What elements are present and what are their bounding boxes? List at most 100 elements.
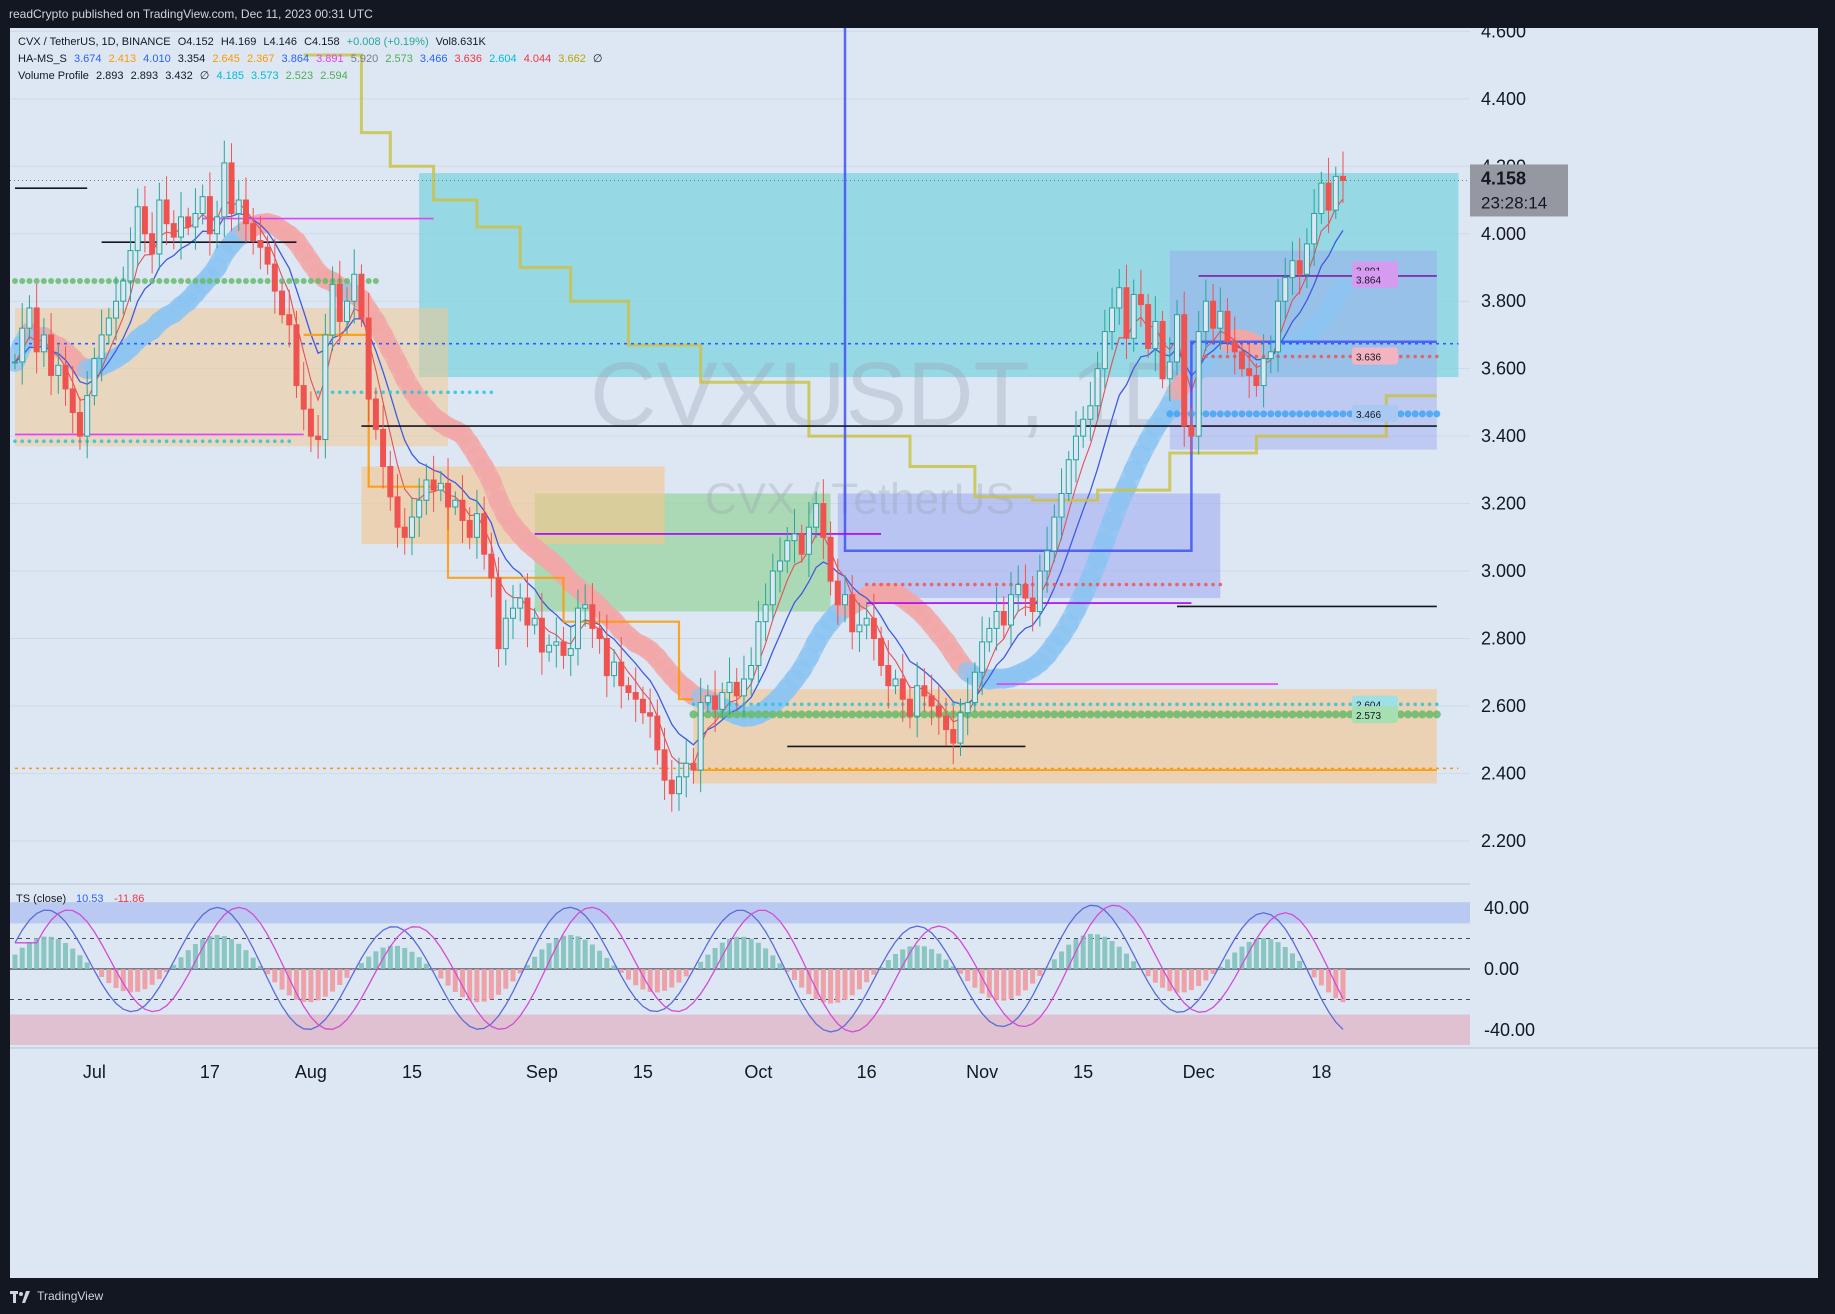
red-cross-marker: [1341, 354, 1345, 359]
green-dot-marker: [862, 710, 871, 719]
ts-histogram-bar: [351, 969, 357, 971]
ts-histogram-bar: [589, 944, 595, 969]
green-dot-marker: [279, 277, 286, 284]
legend-symbol[interactable]: CVX / TetherUS, 1D, BINANCE: [18, 36, 171, 48]
candle-body: [632, 691, 639, 700]
red-cross-marker: [1427, 354, 1432, 359]
candle-body: [33, 307, 40, 353]
green-dot-marker: [833, 710, 842, 719]
time-axis-label: 15: [1073, 1062, 1093, 1082]
last-price-tag: 4.158 23:28:14: [1470, 164, 1568, 217]
cyan-cross-marker: [200, 439, 205, 443]
legend-volume-profile-row[interactable]: Volume Profile 2.893 2.893 3.432 ∅ 4.185…: [18, 68, 606, 85]
candle-body: [459, 499, 466, 521]
time-axis-label: 15: [633, 1062, 653, 1082]
ts-histogram-bar: [1051, 959, 1057, 969]
green-dot-marker: [783, 710, 792, 719]
green-dot-marker: [1158, 710, 1167, 719]
ts-histogram-bar: [77, 955, 83, 969]
ts-histogram-bar: [532, 956, 538, 969]
green-dot-marker: [855, 710, 864, 719]
cyan-cross-marker: [345, 390, 349, 395]
cyan-cross-marker: [879, 702, 883, 707]
blue-dot-marker: [1325, 410, 1333, 418]
green-dot-marker: [178, 277, 184, 284]
ts-histogram-bar: [669, 969, 675, 988]
green-dot-marker: [322, 277, 329, 284]
candle-body: [957, 712, 964, 744]
price-chart-canvas[interactable]: CVXUSDT, 1D CVX / TetherUS 3.891 3.864 3.636…: [10, 28, 1818, 1278]
legend-vp-name[interactable]: Volume Profile: [18, 70, 89, 82]
price-axis-label: 3.600: [1481, 359, 1526, 379]
cyan-cross-marker: [1001, 702, 1006, 707]
blue-dot-marker: [1404, 410, 1412, 418]
green-dot-marker: [1418, 710, 1427, 719]
green-dot-marker: [1259, 710, 1268, 719]
blue-dot-marker: [1397, 410, 1405, 418]
green-dot-marker: [761, 710, 770, 719]
cyan-cross-marker: [843, 702, 847, 707]
candle-body: [690, 762, 697, 771]
red-cross-marker: [1348, 354, 1353, 359]
blue-dot-marker: [1411, 410, 1419, 418]
ts-histogram-bar: [712, 948, 718, 969]
green-dot-marker: [365, 277, 372, 284]
ts-histogram-bar: [633, 969, 639, 986]
candle-body: [603, 638, 610, 677]
blue-dot-marker: [1202, 410, 1210, 418]
legend-open: O4.152: [177, 36, 214, 48]
ts-histogram-bar: [546, 943, 552, 969]
legend-symbol-row[interactable]: CVX / TetherUS, 1D, BINANCE O4.152 H4.16…: [18, 34, 606, 51]
green-dot-marker: [790, 710, 799, 719]
green-dot-marker: [747, 710, 756, 719]
ts-histogram-bar: [1340, 969, 1346, 1003]
candle-body: [1210, 300, 1217, 329]
candle-body: [878, 638, 885, 666]
candle-body: [971, 671, 978, 704]
green-dot-marker: [12, 277, 18, 284]
ts-histogram-bar: [1174, 969, 1180, 993]
chart-pane[interactable]: CVXUSDT, 1D CVX / TetherUS 3.891 3.864 3.636…: [10, 28, 1818, 1278]
cyan-cross-marker: [778, 702, 782, 707]
candle-body: [1282, 277, 1289, 302]
ts-histogram-bar: [315, 969, 321, 1001]
cyan-cross-marker: [1240, 702, 1244, 707]
candle-body: [199, 196, 206, 215]
time-axis-label: 18: [1311, 1062, 1331, 1082]
green-dot-marker: [891, 710, 900, 719]
blue-dot-marker: [1296, 410, 1304, 418]
candle-body: [899, 678, 906, 700]
green-dot-marker: [1071, 710, 1080, 719]
red-cross-marker: [872, 582, 876, 587]
cyan-cross-marker: [1297, 702, 1302, 707]
cyan-cross-marker: [1326, 702, 1331, 707]
blue-dot-marker: [1274, 410, 1282, 418]
candle-body: [1137, 293, 1144, 306]
cyan-cross-marker: [34, 439, 39, 443]
ts-histogram-bar: [1311, 969, 1317, 978]
legend-hams-row[interactable]: HA-MS_S 3.674 2.413 4.010 3.354 2.645 2.…: [18, 51, 606, 68]
ts-overbought-band: [10, 902, 1470, 924]
green-dot-marker: [1194, 710, 1203, 719]
legend-hams-name[interactable]: HA-MS_S: [18, 53, 67, 65]
ts-histogram-bar: [517, 969, 523, 974]
candle-body: [163, 199, 170, 225]
ts-histogram-bar: [1188, 969, 1194, 991]
cyan-cross-marker: [1283, 702, 1288, 707]
ts-histogram-bar: [12, 954, 18, 969]
last-price-value: 4.158: [1481, 168, 1526, 188]
green-dot-marker: [33, 277, 40, 284]
candle-body: [1202, 300, 1209, 333]
cyan-cross-marker: [814, 702, 818, 707]
green-dot-marker: [812, 710, 821, 719]
cyan-cross-marker: [951, 702, 956, 707]
candle-body: [1289, 260, 1296, 279]
ts-legend-value: 10.53: [76, 893, 104, 905]
cyan-cross-marker: [482, 390, 486, 395]
ts-histogram-bar: [402, 947, 408, 969]
cyan-cross-marker: [107, 439, 111, 443]
ts-histogram-bar: [539, 949, 545, 969]
ts-histogram-bar: [597, 950, 603, 969]
candle-body: [1253, 374, 1260, 387]
level-tag-text: 3.636: [1356, 353, 1381, 364]
